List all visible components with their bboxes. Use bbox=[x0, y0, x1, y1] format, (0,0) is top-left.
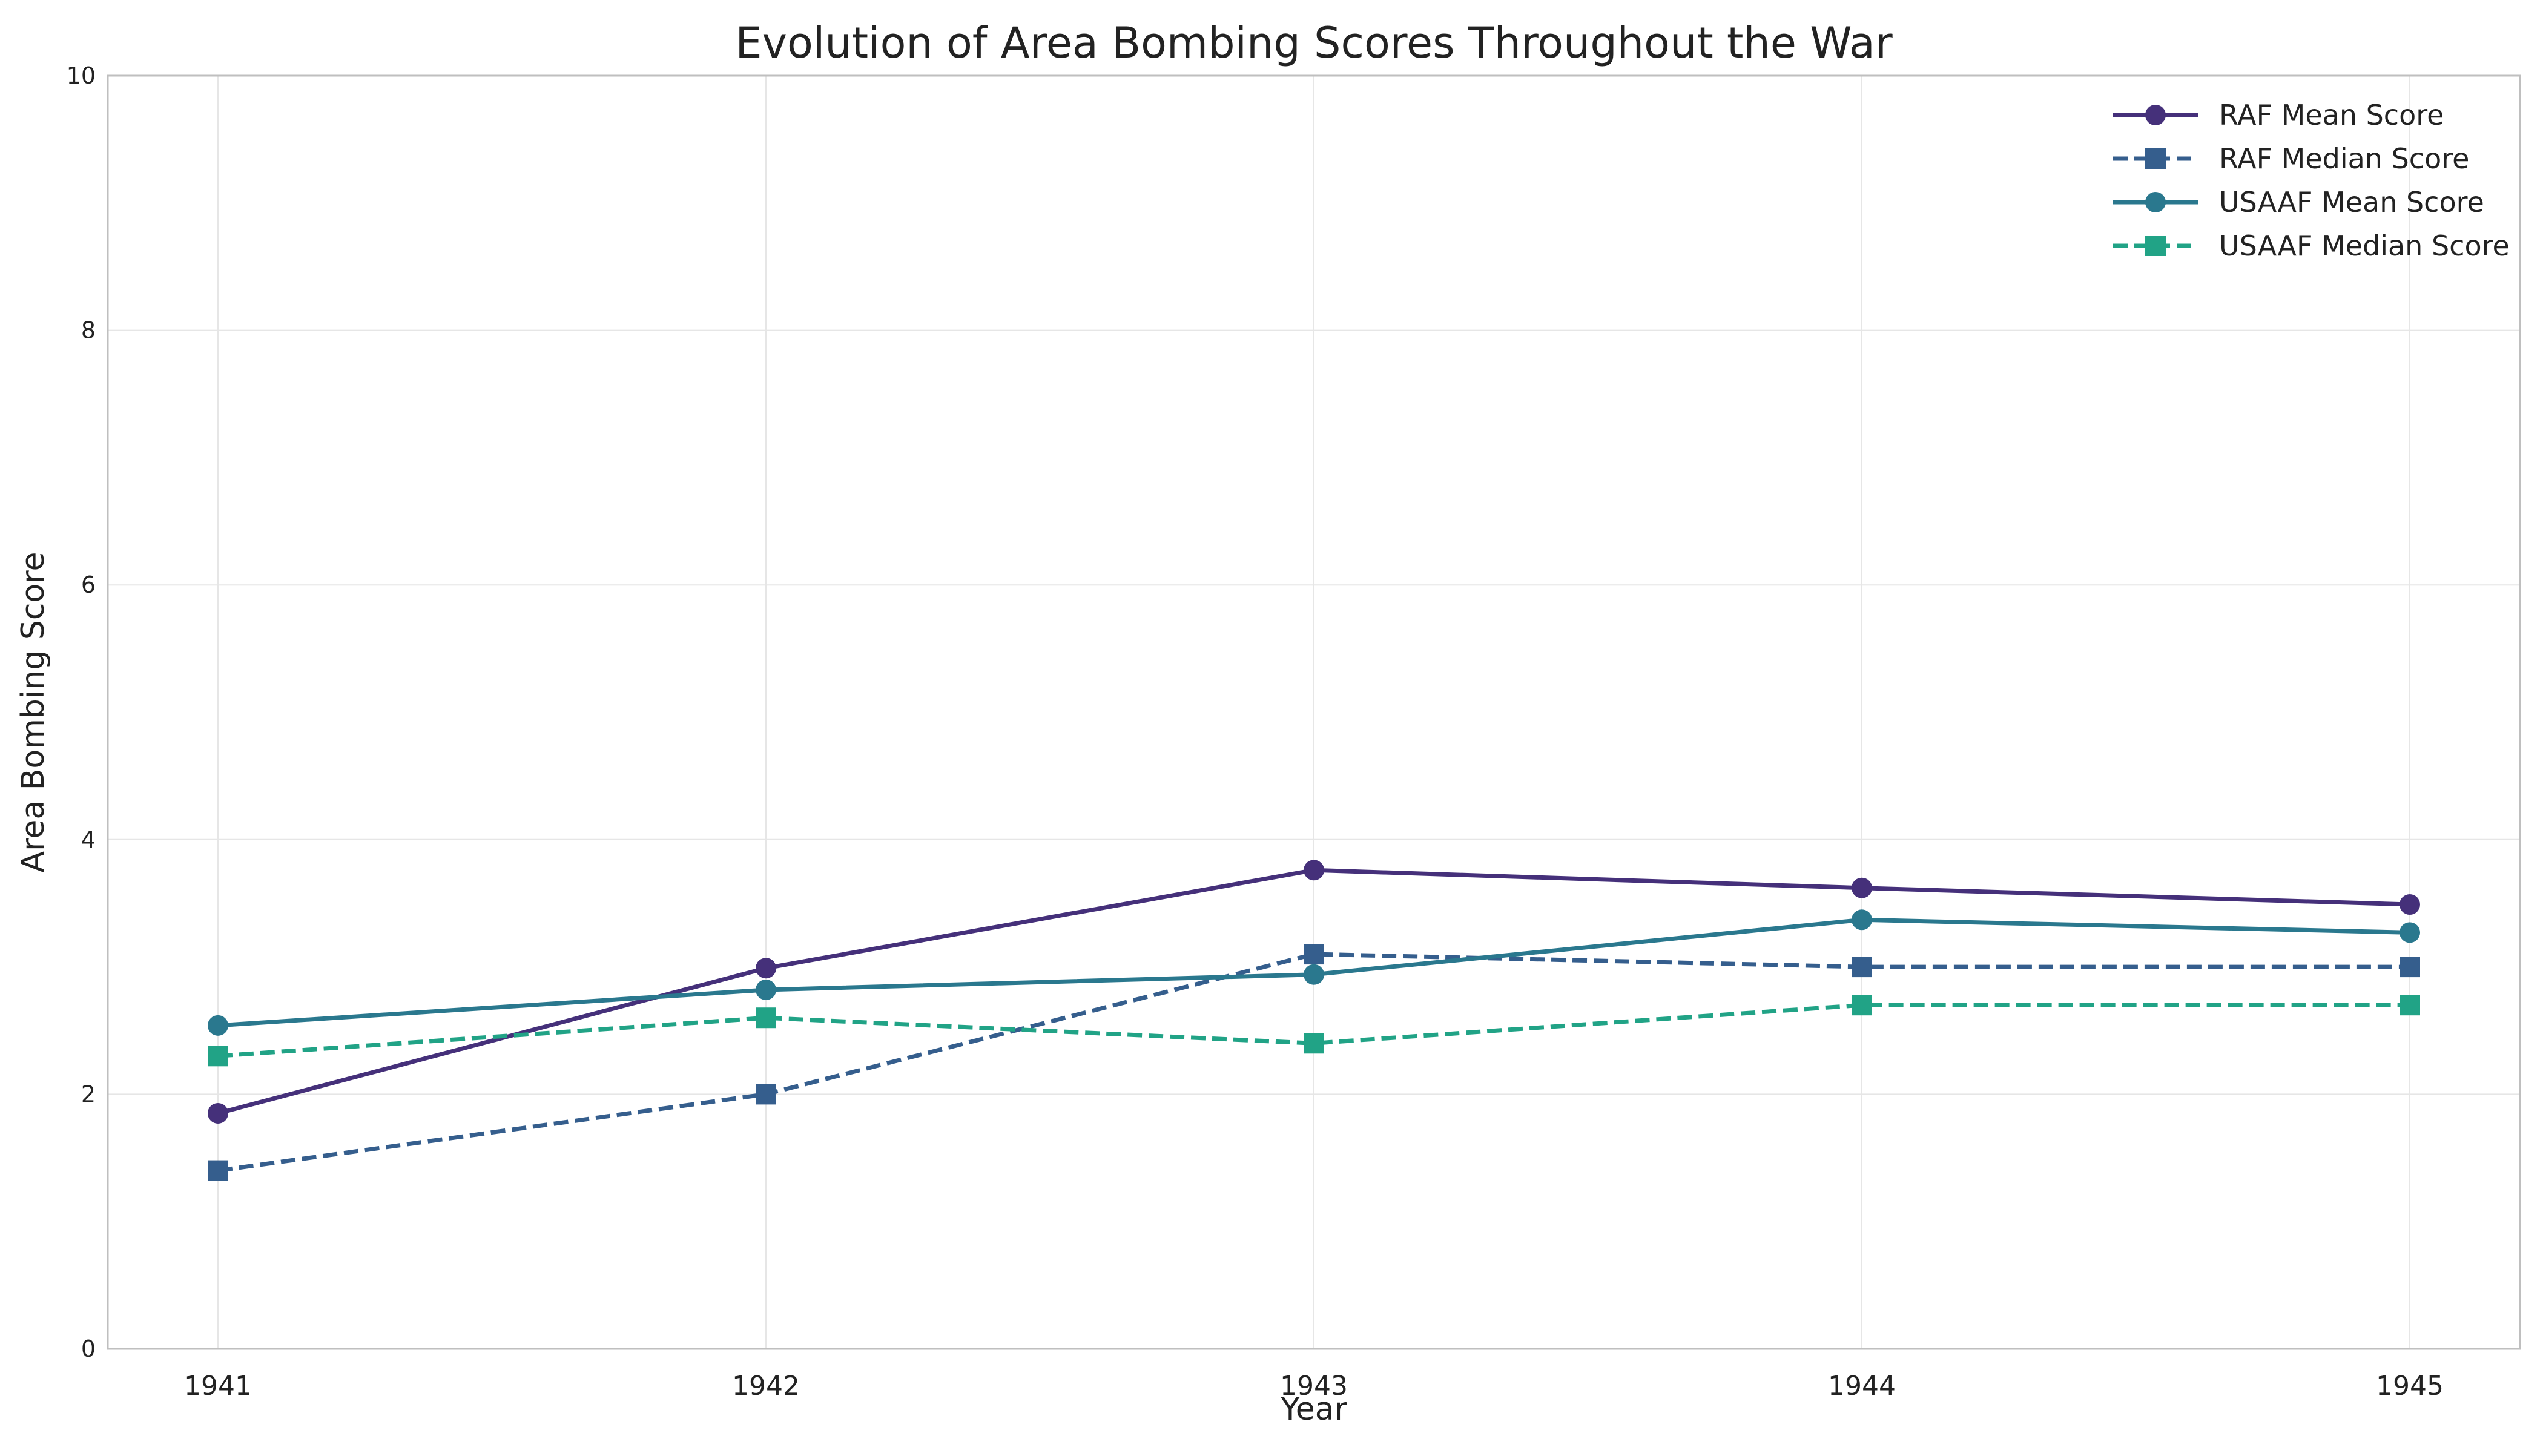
data-point bbox=[1304, 944, 1324, 965]
y-tick-label: 2 bbox=[81, 1081, 96, 1107]
y-tick-label: 10 bbox=[67, 62, 96, 89]
legend-marker bbox=[2145, 105, 2166, 125]
legend-marker bbox=[2145, 148, 2166, 169]
data-point bbox=[208, 1015, 228, 1036]
y-tick-label: 8 bbox=[81, 317, 96, 344]
data-point bbox=[1852, 909, 1872, 931]
data-point bbox=[1852, 995, 1872, 1016]
data-point bbox=[2400, 922, 2420, 943]
y-tick-label: 0 bbox=[81, 1336, 96, 1362]
legend-item: RAF Mean Score bbox=[2113, 99, 2444, 131]
series bbox=[208, 995, 2420, 1067]
legend-item: RAF Median Score bbox=[2113, 142, 2469, 175]
data-point bbox=[208, 1160, 228, 1181]
grid bbox=[108, 75, 2520, 1349]
data-point bbox=[1852, 877, 1872, 898]
x-tick-label: 1942 bbox=[732, 1371, 800, 1402]
x-tick-label: 1943 bbox=[1280, 1371, 1348, 1402]
data-point bbox=[1304, 860, 1324, 881]
series bbox=[208, 944, 2420, 1181]
data-point bbox=[1852, 957, 1872, 978]
data-point bbox=[756, 979, 776, 1000]
plot-frame bbox=[107, 74, 2521, 1350]
x-axis-label: Year bbox=[1280, 1391, 1348, 1428]
x-tick-label: 1945 bbox=[2376, 1371, 2444, 1402]
data-point bbox=[208, 1046, 228, 1067]
data-point bbox=[1304, 1033, 1324, 1054]
legend-label: RAF Mean Score bbox=[2219, 99, 2444, 131]
y-tick-label: 6 bbox=[81, 572, 96, 598]
series bbox=[208, 909, 2420, 1036]
data-point bbox=[2400, 995, 2420, 1016]
chart-title: Evolution of Area Bombing Scores Through… bbox=[735, 18, 1892, 68]
series bbox=[208, 860, 2420, 1124]
tick-labels: 0 2 4 6 8 10 1941 1942 1943 1944 1945 bbox=[67, 62, 2444, 1402]
series-line bbox=[217, 952, 2410, 1173]
legend-marker bbox=[2145, 236, 2166, 256]
series-group bbox=[208, 860, 2420, 1181]
data-point bbox=[2400, 894, 2420, 915]
legend-marker bbox=[2145, 192, 2166, 212]
legend-item: USAAF Median Score bbox=[2113, 229, 2510, 262]
legend: RAF Mean Score RAF Median Score USAAF Mean… bbox=[2113, 99, 2510, 262]
legend-label: RAF Median Score bbox=[2219, 142, 2469, 175]
data-point bbox=[756, 1007, 776, 1029]
data-point bbox=[1304, 964, 1324, 985]
x-tick-label: 1941 bbox=[184, 1371, 252, 1402]
y-axis-label: Area Bombing Score bbox=[15, 552, 51, 873]
legend-label: USAAF Median Score bbox=[2219, 229, 2510, 262]
x-tick-label: 1944 bbox=[1828, 1371, 1896, 1402]
data-point bbox=[208, 1102, 228, 1124]
legend-item: USAAF Mean Score bbox=[2113, 186, 2484, 219]
data-point bbox=[2400, 957, 2420, 978]
series-line bbox=[217, 1003, 2410, 1058]
data-point bbox=[756, 958, 776, 979]
data-point bbox=[756, 1084, 776, 1105]
legend-label: USAAF Mean Score bbox=[2219, 186, 2484, 219]
y-tick-label: 4 bbox=[81, 826, 96, 853]
